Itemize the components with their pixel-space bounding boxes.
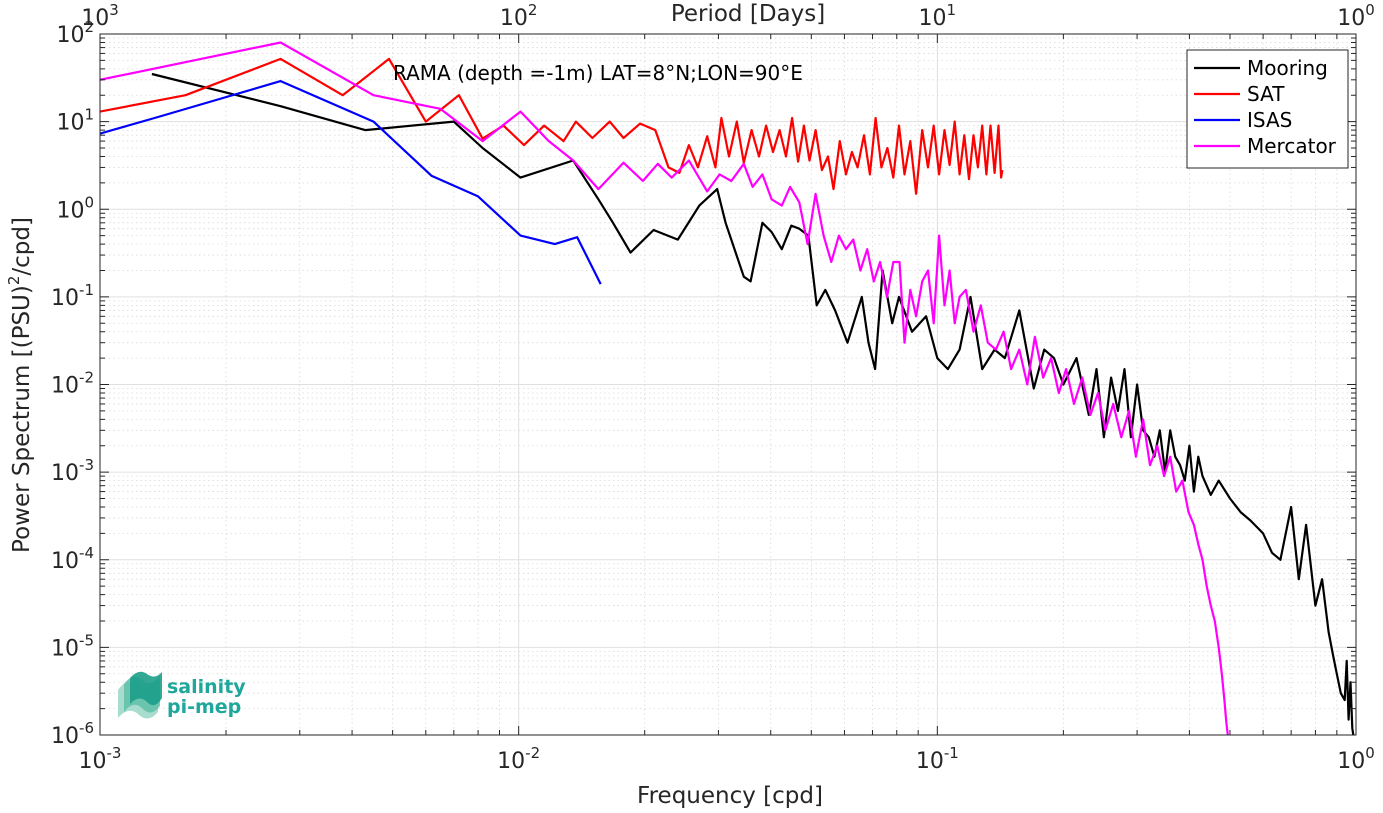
grid-layer: [100, 34, 1356, 735]
y-tick-label: 10-2: [51, 369, 94, 399]
y-tick-label: 10-6: [51, 719, 94, 749]
y-tick-label: 101: [56, 106, 94, 136]
x-axis-title: Frequency [cpd]: [637, 783, 823, 809]
top-tick-label: 101: [919, 1, 957, 31]
series-layer: [100, 41, 1355, 735]
y-tick-label: 10-3: [51, 456, 94, 486]
legend-label-mercator: Mercator: [1247, 134, 1337, 158]
series-line-mooring: [151, 72, 1355, 735]
top-tick-label: 102: [500, 1, 538, 31]
y-tick-label: 102: [56, 18, 94, 48]
x-tick-label: 100: [1337, 744, 1375, 774]
y-axis-title-main: Power Spectrum [(PSU): [9, 285, 35, 553]
y-tick-label: 10-4: [51, 544, 94, 574]
x-tick-label: 10-1: [916, 744, 959, 774]
legend-label-mooring: Mooring: [1247, 56, 1328, 80]
logo-wave-icon: [118, 671, 162, 719]
y-axis-title-superscript: 2: [5, 276, 23, 286]
y-tick-label: 10-5: [51, 631, 94, 661]
x-tick-label: 10-2: [497, 744, 540, 774]
legend-label-sat: SAT: [1247, 82, 1285, 106]
series-line-isas: [100, 79, 602, 285]
chart-annotation: RAMA (depth =-1m) LAT=8°N;LON=90°E: [393, 61, 803, 85]
legend-box: [1186, 49, 1349, 169]
logo-line-1: salinity: [167, 676, 246, 698]
y-axis-title-tail: /cpd]: [9, 217, 35, 276]
y-axis-title: Power Spectrum [(PSU)2/cpd]: [5, 217, 35, 553]
series-line-mercator: [100, 41, 1229, 735]
y-tick-label: 100: [56, 193, 94, 223]
top-axis-title: Period [Days]: [671, 1, 825, 27]
logo-line-2: pi-mep: [167, 696, 241, 718]
top-tick-label: 100: [1337, 1, 1375, 31]
y-tick-label: 10-1: [51, 281, 94, 311]
x-tick-label: 10-3: [79, 744, 122, 774]
legend-label-isas: ISAS: [1247, 108, 1292, 132]
salinity-pi-mep-logo: salinity pi-mep: [118, 671, 246, 719]
series-line-sat: [100, 57, 1004, 195]
top-tick-label: 103: [81, 1, 119, 31]
